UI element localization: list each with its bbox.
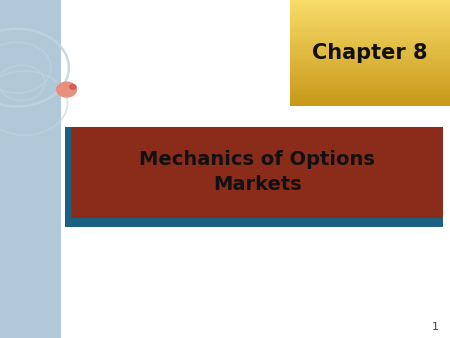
Bar xyxy=(290,63,450,66)
Bar xyxy=(290,33,450,36)
Bar xyxy=(290,10,450,13)
Bar xyxy=(290,65,450,68)
Bar xyxy=(290,95,450,98)
Circle shape xyxy=(70,84,76,89)
Bar xyxy=(290,8,450,10)
Bar xyxy=(0,0,61,338)
Bar xyxy=(290,25,450,28)
Bar xyxy=(290,50,450,53)
Bar xyxy=(65,127,71,227)
Bar xyxy=(290,40,450,43)
Bar xyxy=(290,53,450,55)
Bar xyxy=(290,74,450,77)
Bar xyxy=(290,57,450,59)
Bar xyxy=(65,218,443,227)
Bar xyxy=(290,78,450,81)
Bar xyxy=(290,87,450,90)
Bar xyxy=(290,101,450,104)
Bar xyxy=(71,127,443,218)
Bar xyxy=(290,91,450,94)
Bar xyxy=(290,19,450,21)
Bar xyxy=(290,23,450,26)
Bar xyxy=(290,12,450,15)
Text: Chapter 8: Chapter 8 xyxy=(312,43,428,63)
Text: 1: 1 xyxy=(432,322,439,332)
Bar xyxy=(290,29,450,32)
Bar xyxy=(290,99,450,102)
Bar xyxy=(290,55,450,57)
Bar xyxy=(290,93,450,96)
Bar xyxy=(290,68,450,70)
Bar xyxy=(290,6,450,8)
Bar xyxy=(290,59,450,62)
Bar xyxy=(290,46,450,49)
Bar xyxy=(290,70,450,72)
Bar xyxy=(290,80,450,83)
Bar xyxy=(290,27,450,30)
Bar xyxy=(290,76,450,79)
Bar xyxy=(290,61,450,64)
Bar xyxy=(290,104,450,106)
Bar xyxy=(290,72,450,75)
Bar xyxy=(290,31,450,34)
Bar xyxy=(290,48,450,51)
Bar xyxy=(290,84,450,87)
Bar xyxy=(290,35,450,38)
Bar xyxy=(290,44,450,47)
Bar xyxy=(290,89,450,92)
Bar xyxy=(290,1,450,4)
Bar xyxy=(290,0,450,2)
Bar xyxy=(290,42,450,45)
Bar xyxy=(290,14,450,17)
Bar xyxy=(290,21,450,23)
Bar xyxy=(290,38,450,41)
Bar xyxy=(290,4,450,6)
Circle shape xyxy=(57,82,76,97)
Bar xyxy=(290,82,450,85)
Text: Mechanics of Options
Markets: Mechanics of Options Markets xyxy=(139,150,375,194)
Bar xyxy=(290,97,450,100)
Bar xyxy=(290,16,450,19)
